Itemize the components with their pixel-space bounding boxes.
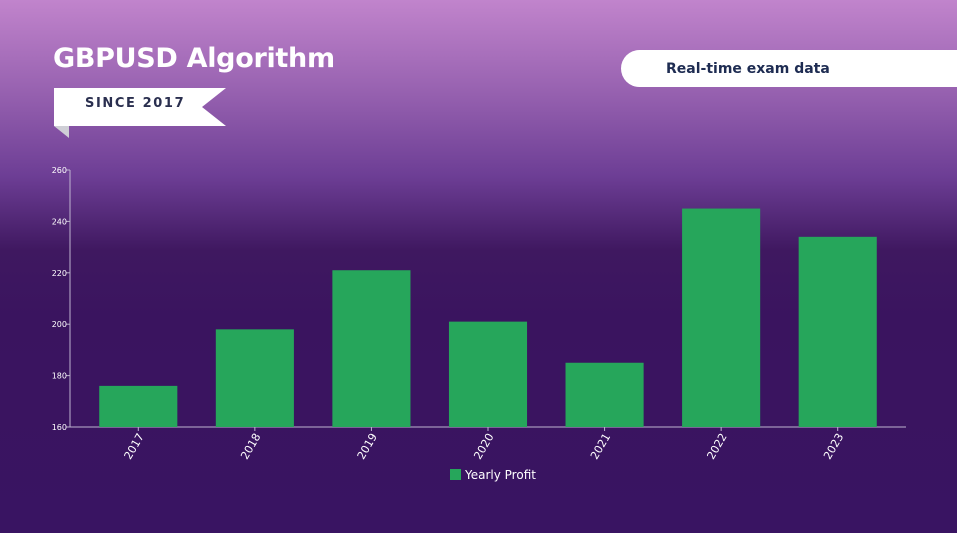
bar-2021 — [565, 362, 644, 427]
legend: Yearly Profit — [450, 468, 536, 482]
bar-2017 — [99, 385, 178, 427]
y-tick-label: 160 — [52, 423, 67, 432]
legend-label: Yearly Profit — [464, 468, 536, 482]
ribbon-label: SINCE 2017 — [85, 96, 186, 111]
x-axis: 2017 2018 2019 2020 2021 2022 2023 — [70, 426, 906, 462]
bar-2023 — [798, 236, 877, 427]
x-tick-label: 2017 — [122, 431, 147, 462]
page-title: GBPUSD Algorithm — [53, 43, 335, 74]
bar-2018 — [215, 329, 294, 427]
x-tick-label: 2023 — [821, 431, 846, 462]
y-tick-label: 260 — [52, 166, 67, 175]
x-tick-label: 2020 — [471, 431, 496, 462]
y-tick-label: 220 — [52, 269, 67, 278]
realtime-badge-label: Real-time exam data — [666, 61, 830, 77]
bars — [99, 208, 877, 427]
since-ribbon: SINCE 2017 — [54, 88, 226, 138]
x-tick-label: 2018 — [238, 431, 263, 462]
bar-2020 — [448, 321, 528, 427]
x-tick-label: 2019 — [355, 431, 380, 462]
y-tick-label: 200 — [52, 320, 67, 329]
bar-2022 — [682, 208, 761, 427]
y-tick-label: 240 — [52, 217, 67, 226]
x-tick-label: 2021 — [588, 431, 613, 462]
realtime-badge — [621, 50, 957, 87]
legend-swatch — [450, 469, 461, 480]
ribbon-shape — [54, 88, 226, 138]
y-axis: 160 180 200 220 240 260 — [52, 166, 71, 432]
x-tick-label: 2022 — [704, 431, 729, 462]
y-tick-label: 180 — [52, 372, 67, 381]
bar-2019 — [332, 270, 411, 427]
